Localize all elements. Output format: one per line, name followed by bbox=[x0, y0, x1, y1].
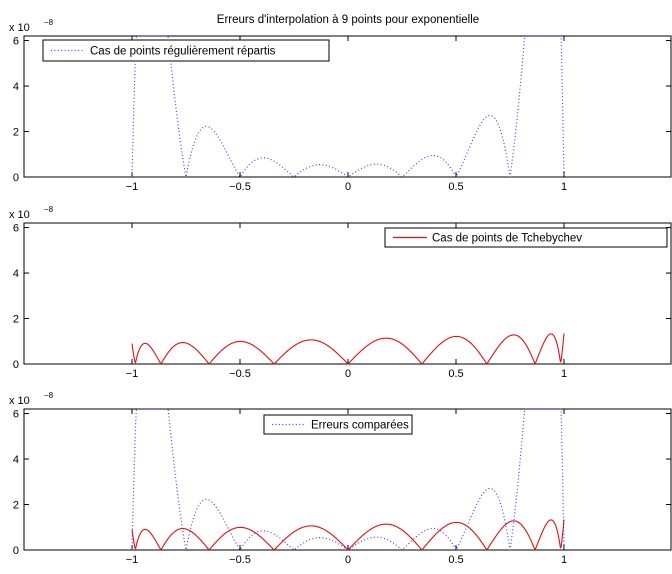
x-tick-label: −0.5 bbox=[229, 368, 251, 380]
y-tick-label: 4 bbox=[13, 454, 19, 466]
x-tick-label: −1 bbox=[126, 181, 139, 193]
x-tick-label: −1 bbox=[126, 368, 139, 380]
series-chebyshev-line bbox=[131, 333, 565, 365]
x-tick-label: −0.5 bbox=[229, 181, 251, 193]
y-exponent: −8 bbox=[44, 205, 54, 214]
panel-3: −1 −0.5 0 0.5 1 0 2 4 6 x 10 −8 Erreurs comparées bbox=[9, 391, 672, 566]
y-tick-label: 4 bbox=[13, 81, 19, 93]
x-tick-label: −1 bbox=[126, 554, 139, 566]
y-tick-label: 0 bbox=[13, 545, 19, 557]
y-tick-label: 2 bbox=[13, 127, 19, 139]
y-exponent: −8 bbox=[44, 18, 54, 27]
x-tick-label: 0 bbox=[345, 181, 351, 193]
panel-2: −1 −0.5 0 0.5 1 0 2 4 6 x 10 −8 Cas de points de Tc… bbox=[9, 205, 672, 380]
y-exponent-label: x 10 bbox=[9, 22, 30, 34]
y-tick-label: 2 bbox=[13, 314, 19, 326]
legend-box bbox=[384, 227, 668, 248]
legend-label: Cas de points de Tchebychev bbox=[432, 233, 582, 245]
y-exponent-label: x 10 bbox=[9, 209, 30, 221]
legend-label: Erreurs comparées bbox=[311, 420, 409, 432]
legend-box bbox=[42, 39, 330, 62]
x-tick-label: −0.5 bbox=[229, 554, 251, 566]
y-tick-label: 2 bbox=[13, 500, 19, 512]
x-tick-label: 1 bbox=[561, 181, 567, 193]
y-tick-label: 6 bbox=[13, 409, 19, 421]
legend: Erreurs comparées bbox=[263, 414, 413, 435]
panel-1: −1 −0.5 0 0.5 1 0 2 4 6 x 10 −8 Cas de points régul… bbox=[9, 18, 672, 193]
series-chebyshev-line bbox=[131, 519, 565, 551]
y-exponent-label: x 10 bbox=[9, 395, 30, 407]
legend-label: Cas de points régulièrement répartis bbox=[90, 46, 276, 58]
y-tick-label: 0 bbox=[13, 359, 19, 371]
x-tick-label: 0.5 bbox=[448, 368, 463, 380]
x-tick-label: 1 bbox=[561, 554, 567, 566]
series-regular-line bbox=[131, 408, 565, 552]
y-tick-label: 6 bbox=[13, 36, 19, 48]
legend: Cas de points de Tchebychev bbox=[384, 227, 668, 248]
series-regular-line bbox=[131, 35, 565, 179]
legend-box bbox=[263, 414, 413, 435]
x-tick-label: 0 bbox=[345, 368, 351, 380]
x-tick-label: 0.5 bbox=[448, 181, 463, 193]
x-tick-label: 0 bbox=[345, 554, 351, 566]
y-exponent: −8 bbox=[44, 391, 54, 400]
y-tick-label: 6 bbox=[13, 223, 19, 235]
x-tick-label: 1 bbox=[561, 368, 567, 380]
x-tick-label: 0.5 bbox=[448, 554, 463, 566]
y-tick-label: 0 bbox=[13, 172, 19, 184]
y-tick-label: 4 bbox=[13, 268, 19, 280]
figure-title: Erreurs d'interpolation à 9 points pour … bbox=[217, 14, 479, 26]
legend: Cas de points régulièrement répartis bbox=[42, 39, 330, 62]
